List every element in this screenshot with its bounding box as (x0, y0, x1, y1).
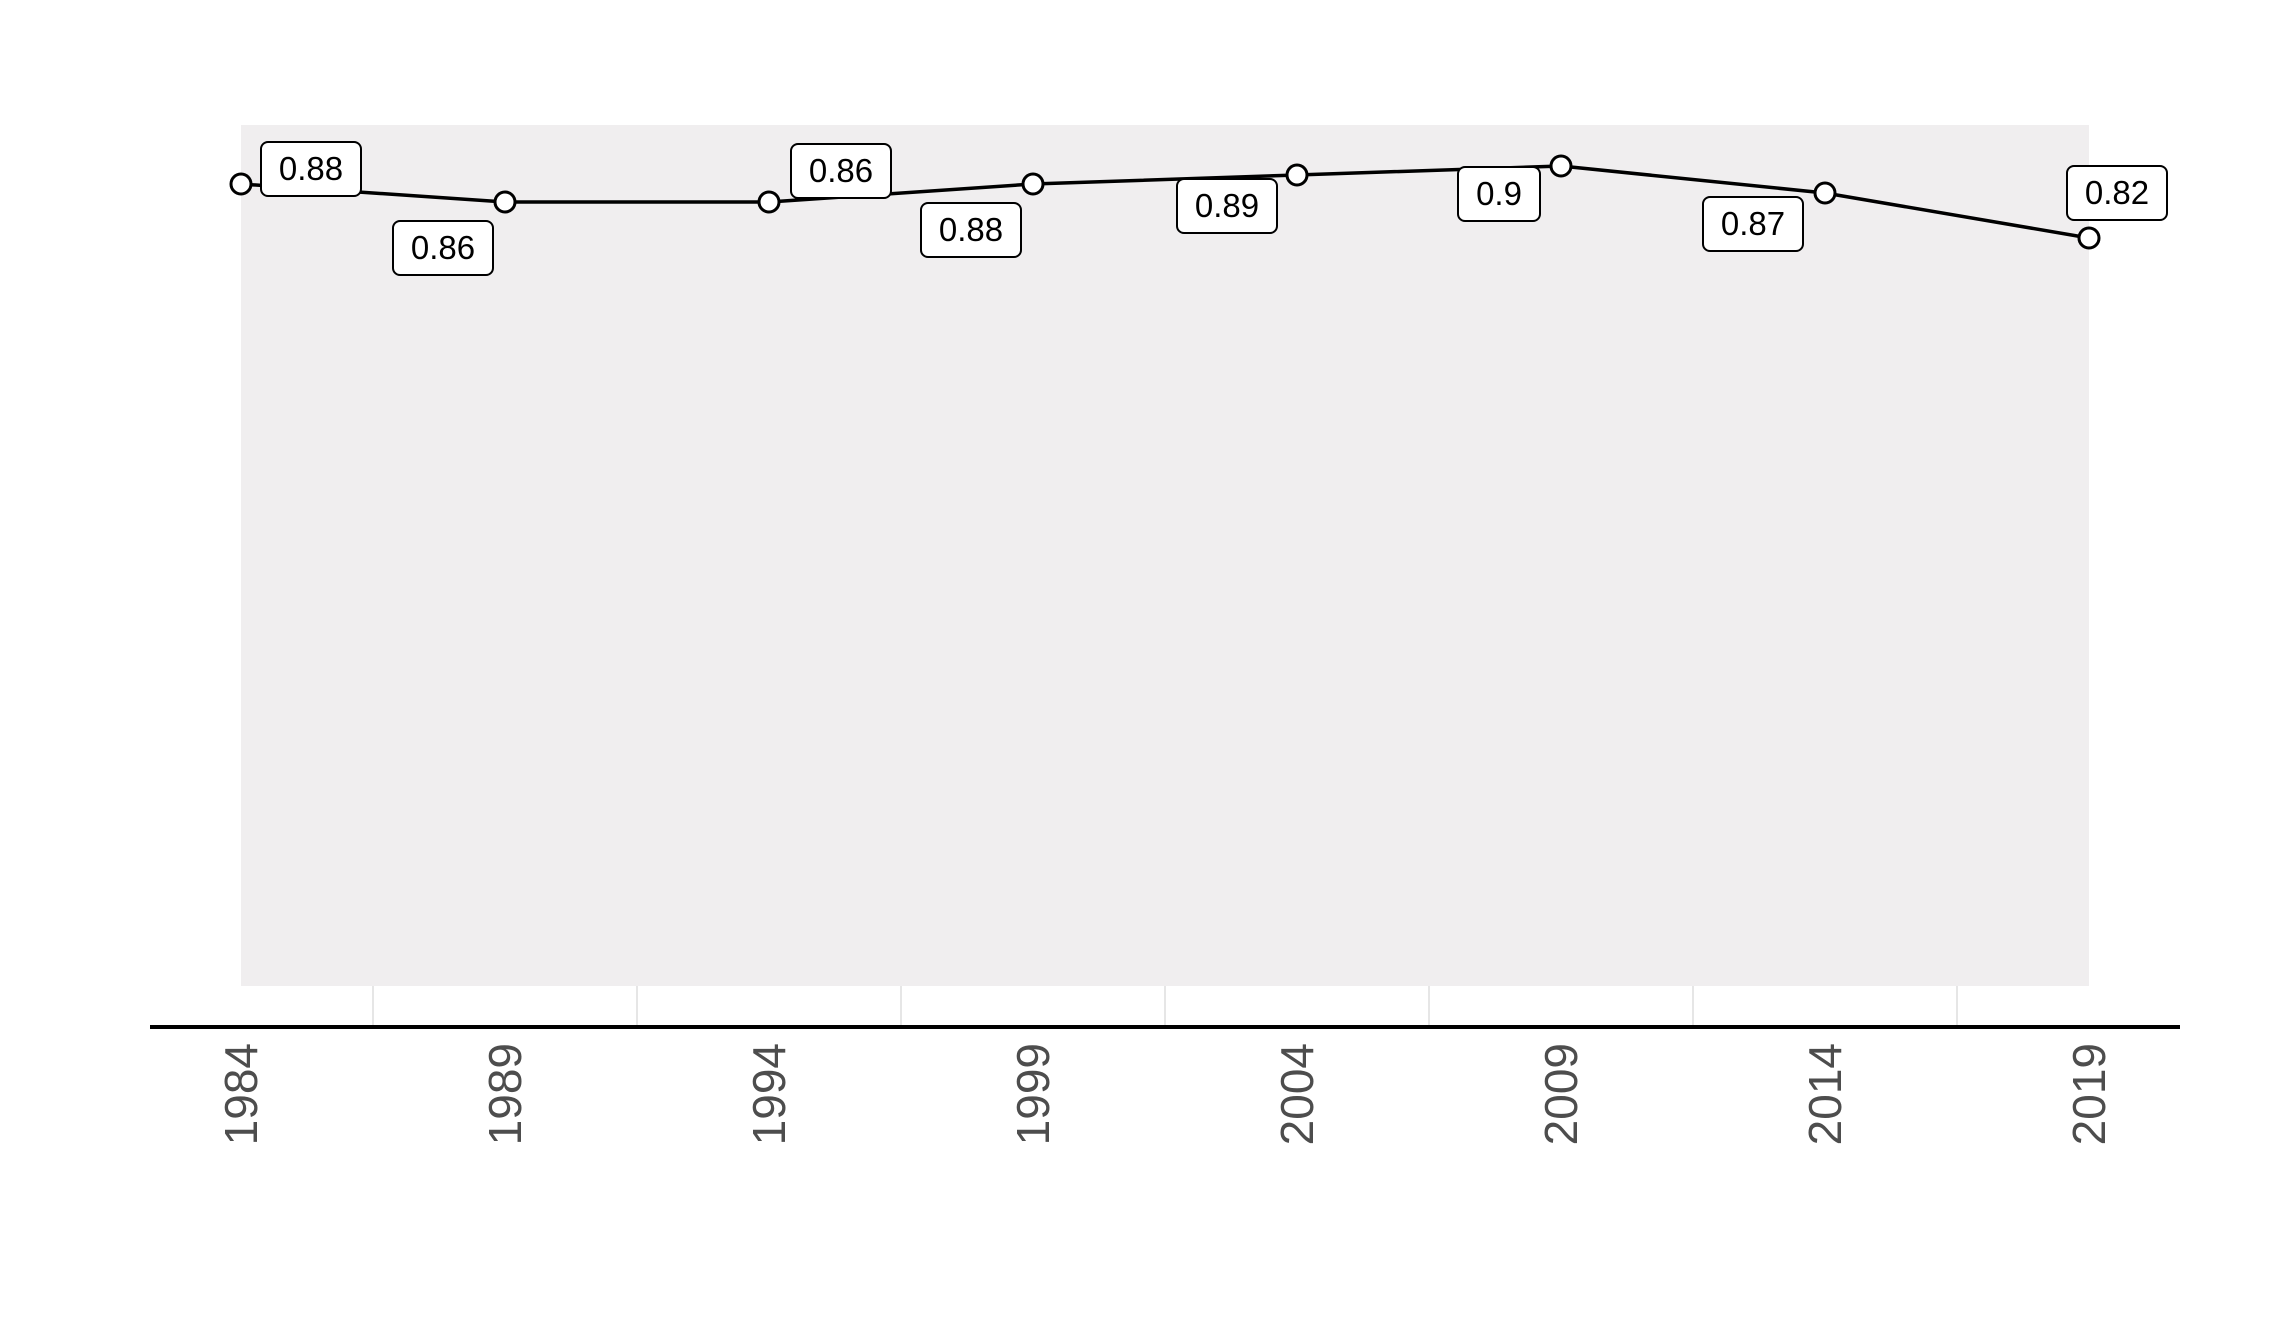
series-line (240, 164, 2090, 240)
plot-panel-fill (241, 125, 2089, 986)
data-label-text: 0.86 (809, 152, 873, 189)
data-label-box (1176, 178, 1278, 234)
data-label: 0.9 (1457, 166, 1541, 222)
x-tick-label: 2014 (1799, 1043, 1851, 1145)
data-label-text: 0.88 (939, 211, 1003, 248)
data-point (1813, 181, 1837, 205)
data-label: 0.89 (1176, 178, 1278, 234)
data-label-text: 0.82 (2085, 174, 2149, 211)
data-point (493, 190, 517, 214)
data-label-layer: 0.88 0.86 0.86 0.88 0.89 0.9 0.87 0.82 (260, 141, 2168, 276)
data-label-text: 0.87 (1721, 205, 1785, 242)
data-label-box (260, 141, 362, 197)
x-tick-label: 2019 (2063, 1043, 2115, 1145)
data-label: 0.87 (1702, 196, 1804, 252)
data-label-box (790, 143, 892, 199)
data-label-text: 0.89 (1195, 187, 1259, 224)
x-tick-label: 1999 (1007, 1043, 1059, 1145)
data-label-box (392, 220, 494, 276)
data-point (757, 190, 781, 214)
data-point (1021, 172, 1045, 196)
data-label-box (2066, 165, 2168, 221)
x-tick-label: 2009 (1535, 1043, 1587, 1145)
data-point (229, 172, 253, 196)
x-tick-label: 1994 (743, 1043, 795, 1145)
data-label-box (1702, 196, 1804, 252)
data-label-box (920, 202, 1022, 258)
data-label: 0.82 (2066, 165, 2168, 221)
x-tick-label: 1984 (215, 1043, 267, 1145)
data-label-box (1457, 166, 1541, 222)
area-layer (241, 125, 2089, 986)
data-label-text: 0.9 (1476, 175, 1522, 212)
x-tick-label: 2004 (1271, 1043, 1323, 1145)
x-tick-label: 1989 (479, 1043, 531, 1145)
data-point (1549, 154, 1573, 178)
data-label-text: 0.88 (279, 150, 343, 187)
data-label: 0.88 (260, 141, 362, 197)
data-label: 0.86 (392, 220, 494, 276)
data-label: 0.88 (920, 202, 1022, 258)
data-label: 0.86 (790, 143, 892, 199)
data-point (2077, 226, 2101, 250)
data-label-text: 0.86 (411, 229, 475, 266)
data-point (1285, 163, 1309, 187)
x-tick-labels: 1984 1989 1994 1999 2004 2009 2014 2019 (215, 1043, 2115, 1145)
line-layer (229, 154, 2101, 250)
